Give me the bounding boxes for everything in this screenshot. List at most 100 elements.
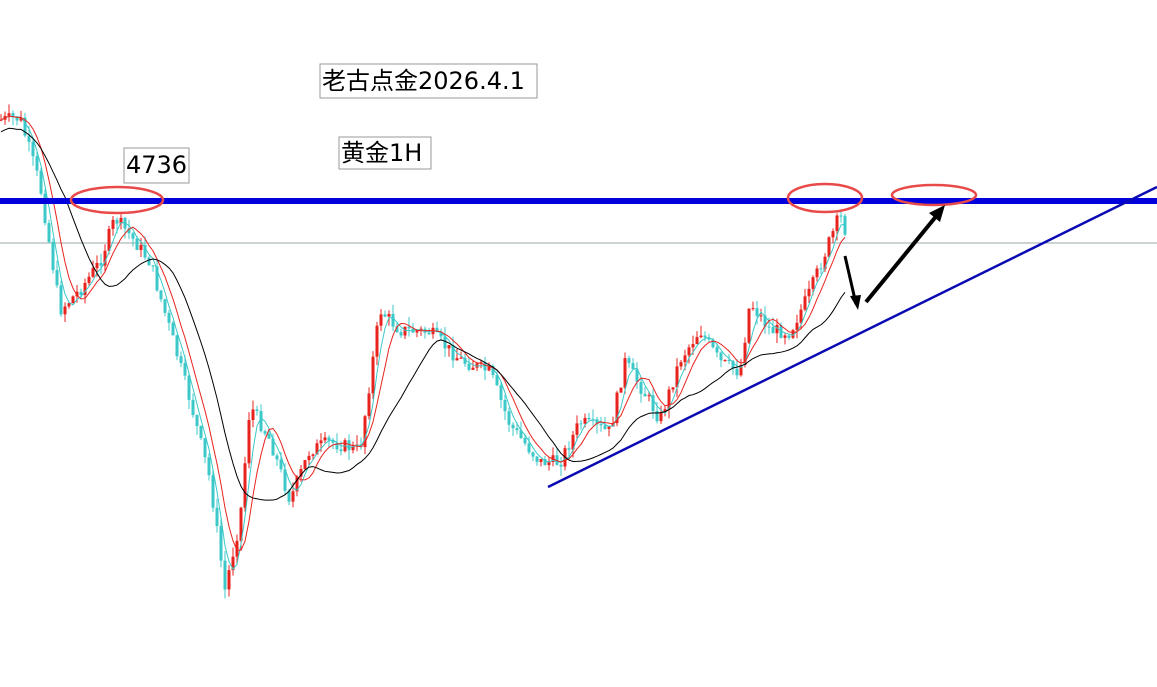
candle-body <box>543 458 547 466</box>
candle-body <box>835 215 839 232</box>
candle-body <box>487 365 491 371</box>
candle-body <box>519 430 523 439</box>
candle-body <box>687 347 691 356</box>
candle-body <box>175 335 179 357</box>
candle-body <box>0 119 3 121</box>
candle-body <box>683 355 687 363</box>
candle-body <box>371 356 375 394</box>
candle-body <box>435 327 439 332</box>
candle-body <box>75 291 79 297</box>
candle-body <box>707 337 711 340</box>
candle-body <box>651 395 655 412</box>
candle-body <box>187 375 191 400</box>
candle-body <box>27 135 31 142</box>
candle-body <box>747 308 751 343</box>
candle-body <box>515 428 519 431</box>
candle-body <box>215 507 219 527</box>
candle-body <box>347 440 351 451</box>
candle-body <box>123 217 127 229</box>
price-annotation: 4736 <box>126 151 187 179</box>
label-box <box>123 147 190 184</box>
candle-body <box>427 332 431 335</box>
moving-average <box>0 127 846 501</box>
candle-body <box>695 337 699 345</box>
candle-body <box>723 359 727 361</box>
candle-body <box>619 387 623 393</box>
candle-body <box>607 426 611 429</box>
candle-body <box>15 117 19 121</box>
candle-body <box>307 455 311 461</box>
candle-body <box>751 308 755 310</box>
candle-body <box>587 417 591 420</box>
candle-body <box>203 438 207 458</box>
candle-body <box>315 443 319 455</box>
candle-body <box>583 417 587 424</box>
candle-body <box>59 285 63 315</box>
candle-body <box>107 228 111 251</box>
candle-body <box>759 315 763 317</box>
candle-body <box>715 347 719 353</box>
candle-body <box>383 314 387 317</box>
candle-body <box>735 368 739 376</box>
candle-body <box>171 322 175 336</box>
candles <box>0 104 847 599</box>
candle-body <box>331 440 335 443</box>
candle-body <box>195 415 199 427</box>
title: 老古点金2026.4.1 <box>322 67 525 95</box>
candle-body <box>571 434 575 450</box>
candle-body <box>119 217 123 224</box>
candle-body <box>527 443 531 453</box>
candle-body <box>455 358 459 361</box>
candle-body <box>7 113 11 116</box>
candle-body <box>255 409 259 411</box>
candle-body <box>91 268 95 277</box>
candle-body <box>259 410 263 432</box>
candle-body <box>503 399 507 412</box>
candle-body <box>531 452 535 457</box>
candle-body <box>787 335 791 338</box>
candle-body <box>579 423 583 425</box>
candle-body <box>335 442 339 450</box>
candle-body <box>779 325 783 338</box>
candle-body <box>231 556 235 571</box>
arrow-up <box>864 212 940 304</box>
candle-body <box>627 358 631 364</box>
label-box <box>319 63 538 99</box>
candle-body <box>263 431 267 434</box>
moving-average <box>0 115 846 551</box>
candle-body <box>239 507 243 541</box>
candle-body <box>615 392 619 424</box>
candle-body <box>287 490 291 502</box>
candle-body <box>547 461 551 466</box>
candle-body <box>111 219 115 229</box>
candle-body <box>447 345 451 349</box>
candle-body <box>207 457 211 476</box>
candle-body <box>387 313 391 317</box>
arrow-head <box>929 205 945 222</box>
candle-body <box>375 325 379 357</box>
candle-body <box>663 409 667 413</box>
label-box <box>338 136 432 170</box>
candle-body <box>63 306 67 315</box>
candle-body <box>163 299 167 313</box>
candle-body <box>283 469 287 491</box>
candle-body <box>703 335 707 338</box>
candle-body <box>811 277 815 289</box>
candle-body <box>415 330 419 333</box>
candle-body <box>443 336 447 349</box>
candle-body <box>323 437 327 441</box>
candle-body <box>379 314 383 326</box>
candle-body <box>739 365 743 376</box>
candle-body <box>339 449 343 452</box>
candle-body <box>219 526 223 561</box>
moving-averages <box>0 115 846 571</box>
candle-body <box>363 416 367 448</box>
candle-body <box>99 262 103 266</box>
candle-body <box>819 268 823 270</box>
candle-body <box>227 570 231 590</box>
candle-body <box>367 393 371 417</box>
candle-body <box>459 357 463 359</box>
candle-body <box>271 438 275 456</box>
candle-body <box>211 475 215 508</box>
candle-body <box>39 170 43 194</box>
